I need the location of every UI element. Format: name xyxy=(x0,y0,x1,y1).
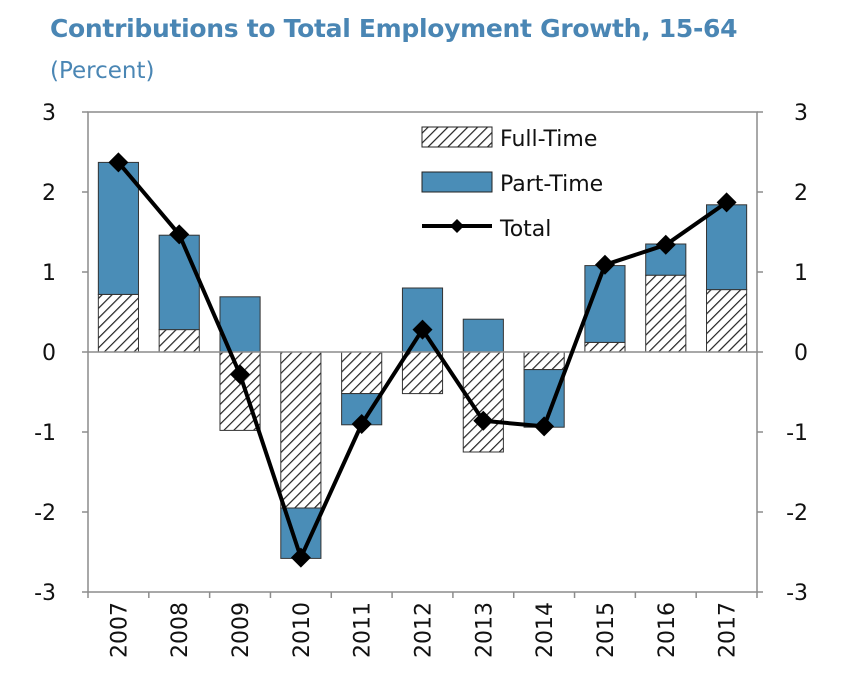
marker-total-2013 xyxy=(473,410,494,431)
xtick-label-2015: 2015 xyxy=(594,602,619,658)
bar-full-time-2016 xyxy=(645,274,687,353)
bar-full-time-2011 xyxy=(341,351,383,395)
bar-full-time-2010 xyxy=(280,351,322,509)
marker-total-2009 xyxy=(230,364,251,385)
xtick-label-2017: 2017 xyxy=(716,602,741,658)
ytick-label-left: 3 xyxy=(42,101,56,126)
xtick-label-2009: 2009 xyxy=(229,602,254,658)
bar-full-time-2014 xyxy=(523,351,565,371)
ytick-label-left: 2 xyxy=(42,181,56,206)
legend-label-part-time: Part-Time xyxy=(500,172,603,197)
ytick-label-left: 0 xyxy=(42,341,56,366)
ytick-label-right: -3 xyxy=(786,581,808,606)
xtick-label-2012: 2012 xyxy=(412,602,437,658)
legend-swatch-part-time xyxy=(421,171,493,193)
marker-total-2012 xyxy=(412,319,433,340)
chart-title: Contributions to Total Employment Growth… xyxy=(50,14,738,43)
bar-full-time-2008 xyxy=(158,329,200,353)
xtick-label-2013: 2013 xyxy=(472,602,497,658)
ytick-label-right: 2 xyxy=(794,181,808,206)
marker-total-2014 xyxy=(534,416,555,437)
chart-subtitle: (Percent) xyxy=(50,58,155,84)
bar-part-time-2007 xyxy=(97,161,139,295)
marker-total-2016 xyxy=(655,234,676,255)
bar-full-time-2015 xyxy=(584,341,626,353)
ytick-label-left: -3 xyxy=(34,581,56,606)
xtick-label-2010: 2010 xyxy=(290,602,315,658)
bar-part-time-2013 xyxy=(462,318,504,353)
legend-swatch-full-time xyxy=(421,126,493,148)
legend-label-total: Total xyxy=(499,217,551,242)
bar-full-time-2012 xyxy=(401,351,444,395)
ytick-label-left: 1 xyxy=(42,261,56,286)
xtick-label-2016: 2016 xyxy=(655,602,680,658)
xtick-label-2007: 2007 xyxy=(107,602,132,658)
ytick-label-right: 1 xyxy=(794,261,808,286)
xtick-label-2011: 2011 xyxy=(351,602,376,658)
bar-full-time-2017 xyxy=(706,289,748,353)
ytick-label-left: -1 xyxy=(34,421,56,446)
marker-total-2017 xyxy=(716,192,737,213)
chart-legend: Full-Time Part-Time Total xyxy=(421,126,603,242)
ytick-label-left: -2 xyxy=(34,501,56,526)
legend-marker-total xyxy=(450,219,464,233)
legend-label-full-time: Full-Time xyxy=(500,127,597,152)
marker-total-2011 xyxy=(351,414,372,434)
xtick-label-2014: 2014 xyxy=(533,602,558,658)
marker-total-2010 xyxy=(290,547,311,568)
bar-part-time-2017 xyxy=(706,204,748,291)
ytick-label-right: 3 xyxy=(794,101,808,126)
xtick-label-2008: 2008 xyxy=(168,602,193,658)
marker-total-2007 xyxy=(108,152,129,173)
bar-full-time-2007 xyxy=(97,293,139,353)
ytick-label-right: 0 xyxy=(794,341,808,366)
ytick-label-right: -2 xyxy=(786,501,808,526)
ytick-label-right: -1 xyxy=(786,421,808,446)
marker-total-2015 xyxy=(594,254,615,275)
bar-part-time-2008 xyxy=(158,234,200,331)
marker-total-2008 xyxy=(169,224,190,245)
